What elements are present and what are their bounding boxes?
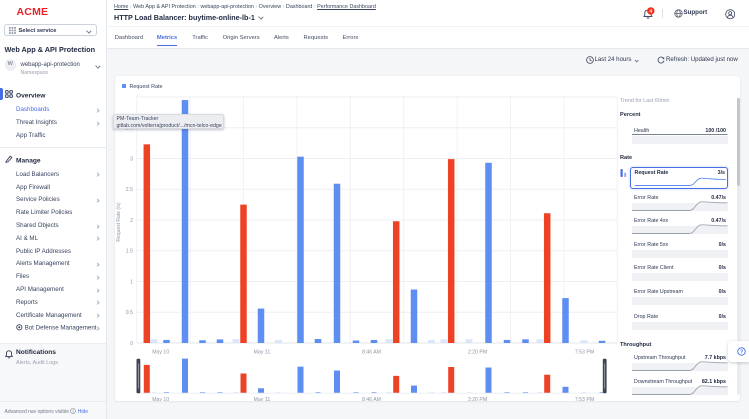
svg-text:8:46 AM: 8:46 AM [362,397,381,401]
svg-text:?: ? [740,349,744,355]
svg-text:May 11: May 11 [254,397,271,401]
svg-text:1: 1 [130,279,133,285]
svg-text:4: 4 [649,9,652,15]
svg-text:May 10: May 10 [152,397,169,401]
svg-text:1.5: 1.5 [126,249,133,255]
svg-text:2:20 PM: 2:20 PM [468,350,487,356]
svg-text:2.5: 2.5 [126,187,133,193]
svg-text:2:20 PM: 2:20 PM [468,397,487,401]
svg-text:May 11: May 11 [254,350,271,356]
svg-text:0.5: 0.5 [126,310,133,316]
svg-text:2: 2 [130,218,133,224]
svg-text:0: 0 [130,341,133,347]
svg-text:7:53 PM: 7:53 PM [575,350,594,356]
svg-text:May 10: May 10 [152,350,169,356]
svg-text:8:46 AM: 8:46 AM [362,350,381,356]
svg-text:3: 3 [130,156,133,162]
svg-text:7:53 PM: 7:53 PM [575,397,594,401]
